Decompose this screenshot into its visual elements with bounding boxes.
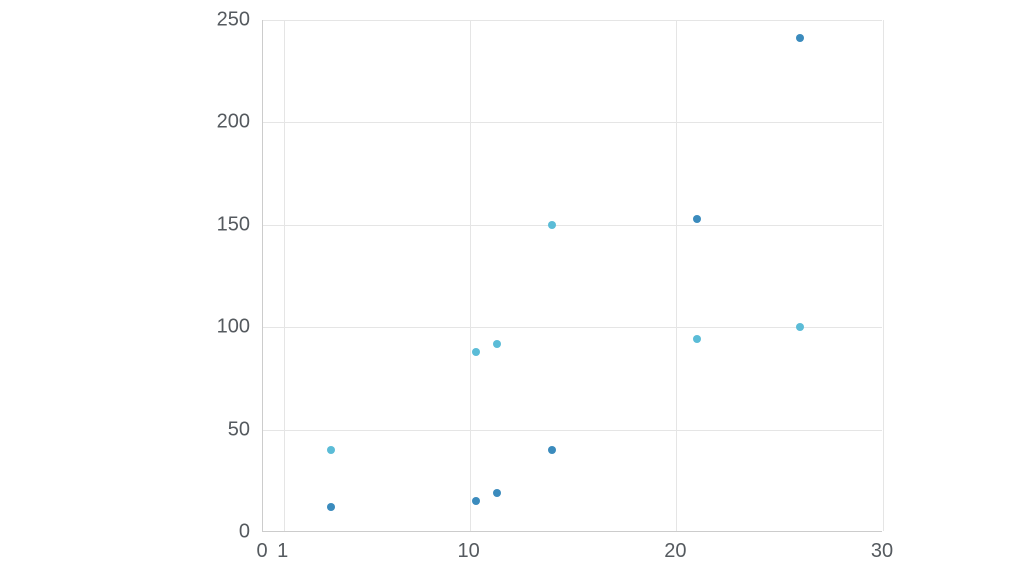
y-tick-label: 0 — [202, 521, 250, 544]
data-point — [493, 340, 501, 348]
y-tick-label: 50 — [202, 418, 250, 441]
data-point — [472, 497, 480, 505]
x-tick-label: 20 — [664, 540, 686, 563]
x-tick-label: 0 — [256, 540, 267, 563]
y-tick-label: 250 — [202, 9, 250, 32]
y-tick-label: 150 — [202, 213, 250, 236]
gridline-vertical — [470, 20, 471, 531]
gridline-horizontal — [263, 20, 882, 21]
gridline-horizontal — [263, 122, 882, 123]
gridline-horizontal — [263, 430, 882, 431]
plot-area — [262, 20, 882, 532]
data-point — [548, 446, 556, 454]
data-point — [548, 221, 556, 229]
gridline-vertical — [883, 20, 884, 531]
gridline-horizontal — [263, 225, 882, 226]
scatter-chart: 01102030 050100150200250 — [0, 0, 1024, 576]
y-tick-label: 100 — [202, 316, 250, 339]
x-tick-label: 1 — [277, 540, 288, 563]
data-point — [472, 348, 480, 356]
data-point — [796, 34, 804, 42]
gridline-horizontal — [263, 327, 882, 328]
x-tick-label: 10 — [458, 540, 480, 563]
data-point — [327, 446, 335, 454]
x-tick-label: 30 — [871, 540, 893, 563]
gridline-vertical — [676, 20, 677, 531]
data-point — [493, 489, 501, 497]
y-tick-label: 200 — [202, 111, 250, 134]
data-point — [693, 335, 701, 343]
data-point — [327, 503, 335, 511]
data-point — [693, 215, 701, 223]
data-point — [796, 323, 804, 331]
gridline-vertical — [284, 20, 285, 531]
